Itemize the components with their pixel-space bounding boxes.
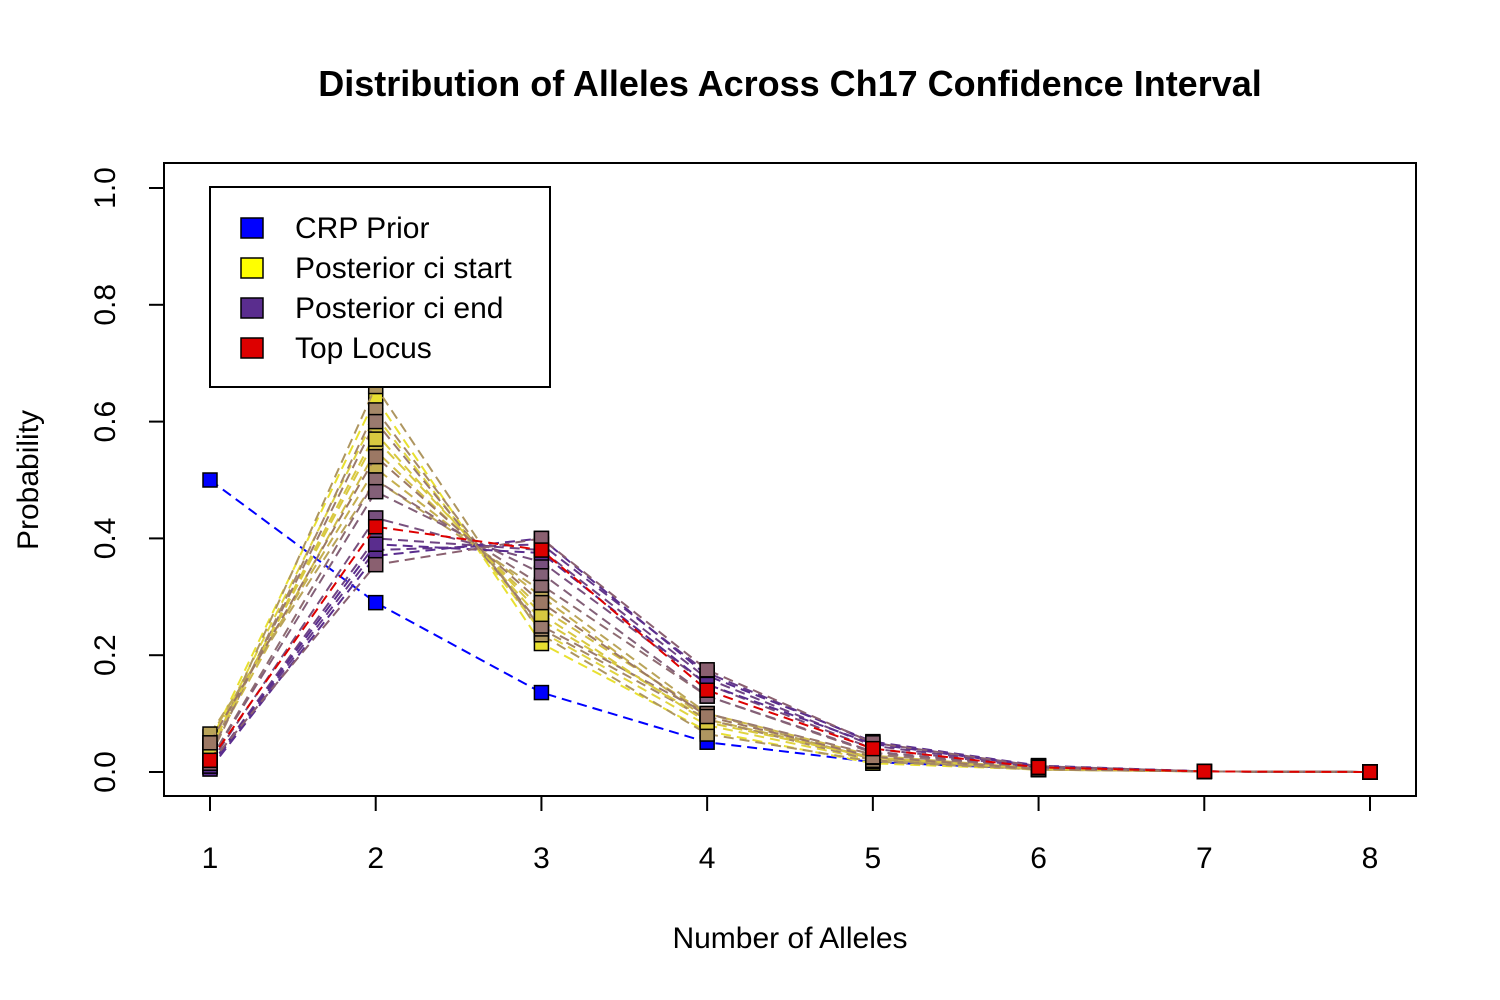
- x-tick-label: 8: [1362, 842, 1379, 875]
- series-line: [209, 431, 1371, 773]
- y-axis-label: Probability: [12, 410, 45, 550]
- data-point: [202, 752, 218, 769]
- x-tick-label: 3: [533, 842, 550, 875]
- data-point: [533, 594, 550, 611]
- x-tick-label: 7: [1196, 842, 1213, 875]
- data-point: [699, 708, 715, 725]
- legend-swatch: [240, 217, 264, 239]
- data-point: [367, 536, 384, 552]
- data-point: [367, 448, 384, 465]
- series-line: [209, 490, 1371, 773]
- x-tick-label: 4: [699, 842, 716, 875]
- y-tick-label: 0.0: [89, 751, 122, 793]
- x-tick-label: 5: [865, 842, 882, 875]
- data-point: [367, 594, 384, 611]
- data-point: [1362, 764, 1378, 780]
- data-point: [202, 735, 218, 751]
- series-line: [209, 449, 1371, 773]
- series-20: [202, 518, 1378, 780]
- x-axis-label: Number of Alleles: [672, 922, 907, 955]
- series-line: [209, 437, 1371, 773]
- legend-box: [209, 186, 551, 388]
- chart-title: Distribution of Alleles Across Ch17 Conf…: [318, 63, 1262, 104]
- data-point: [1196, 763, 1213, 780]
- y-tick-label: 0.2: [89, 634, 122, 676]
- y-tick-label: 0.4: [89, 518, 122, 560]
- legend: CRP Prior Posterior ci start Posterior ci …: [209, 186, 551, 388]
- x-tick-label: 2: [367, 842, 384, 875]
- legend-label: Top Locus: [295, 332, 432, 365]
- series-line: [209, 478, 1371, 773]
- series-line: [209, 408, 1371, 773]
- y-tick-label: 0.8: [89, 284, 122, 326]
- legend-label: Posterior ci start: [295, 252, 512, 285]
- data-point: [367, 556, 384, 573]
- series-layer: [202, 378, 1378, 780]
- legend-swatch: [240, 297, 264, 319]
- series-line: [209, 537, 1371, 773]
- data-point: [367, 413, 384, 430]
- series-line: [209, 466, 1371, 773]
- y-tick-label: 0.6: [89, 401, 122, 443]
- legend-swatch: [240, 337, 264, 359]
- legend-label: Posterior ci end: [295, 292, 503, 325]
- x-tick-label: 6: [1030, 842, 1047, 875]
- data-point: [367, 431, 384, 447]
- data-point: [1030, 759, 1047, 776]
- series-line: [209, 537, 1371, 773]
- series-line: [209, 396, 1371, 773]
- data-point: [865, 740, 881, 757]
- data-point: [699, 662, 715, 678]
- data-point: [533, 542, 550, 558]
- data-point: [202, 472, 218, 488]
- y-tick-label: 1.0: [89, 167, 122, 209]
- data-point: [367, 483, 384, 500]
- legend-label: CRP Prior: [295, 212, 429, 245]
- data-point: [699, 682, 715, 698]
- x-axis: 1 2 3 4 5 6 7 8: [202, 795, 1379, 875]
- series-line: [209, 479, 1371, 773]
- x-tick-label: 1: [202, 842, 219, 875]
- series-5: [202, 460, 1378, 780]
- data-point: [533, 684, 550, 701]
- data-point: [367, 518, 384, 535]
- series-line: [209, 543, 1371, 773]
- series-line: [209, 455, 1371, 773]
- series-line: [209, 478, 1371, 773]
- series-line: [209, 525, 1371, 773]
- legend-swatch: [240, 257, 264, 279]
- y-axis: 0.0 0.2 0.4 0.6 0.8 1.0: [89, 167, 165, 793]
